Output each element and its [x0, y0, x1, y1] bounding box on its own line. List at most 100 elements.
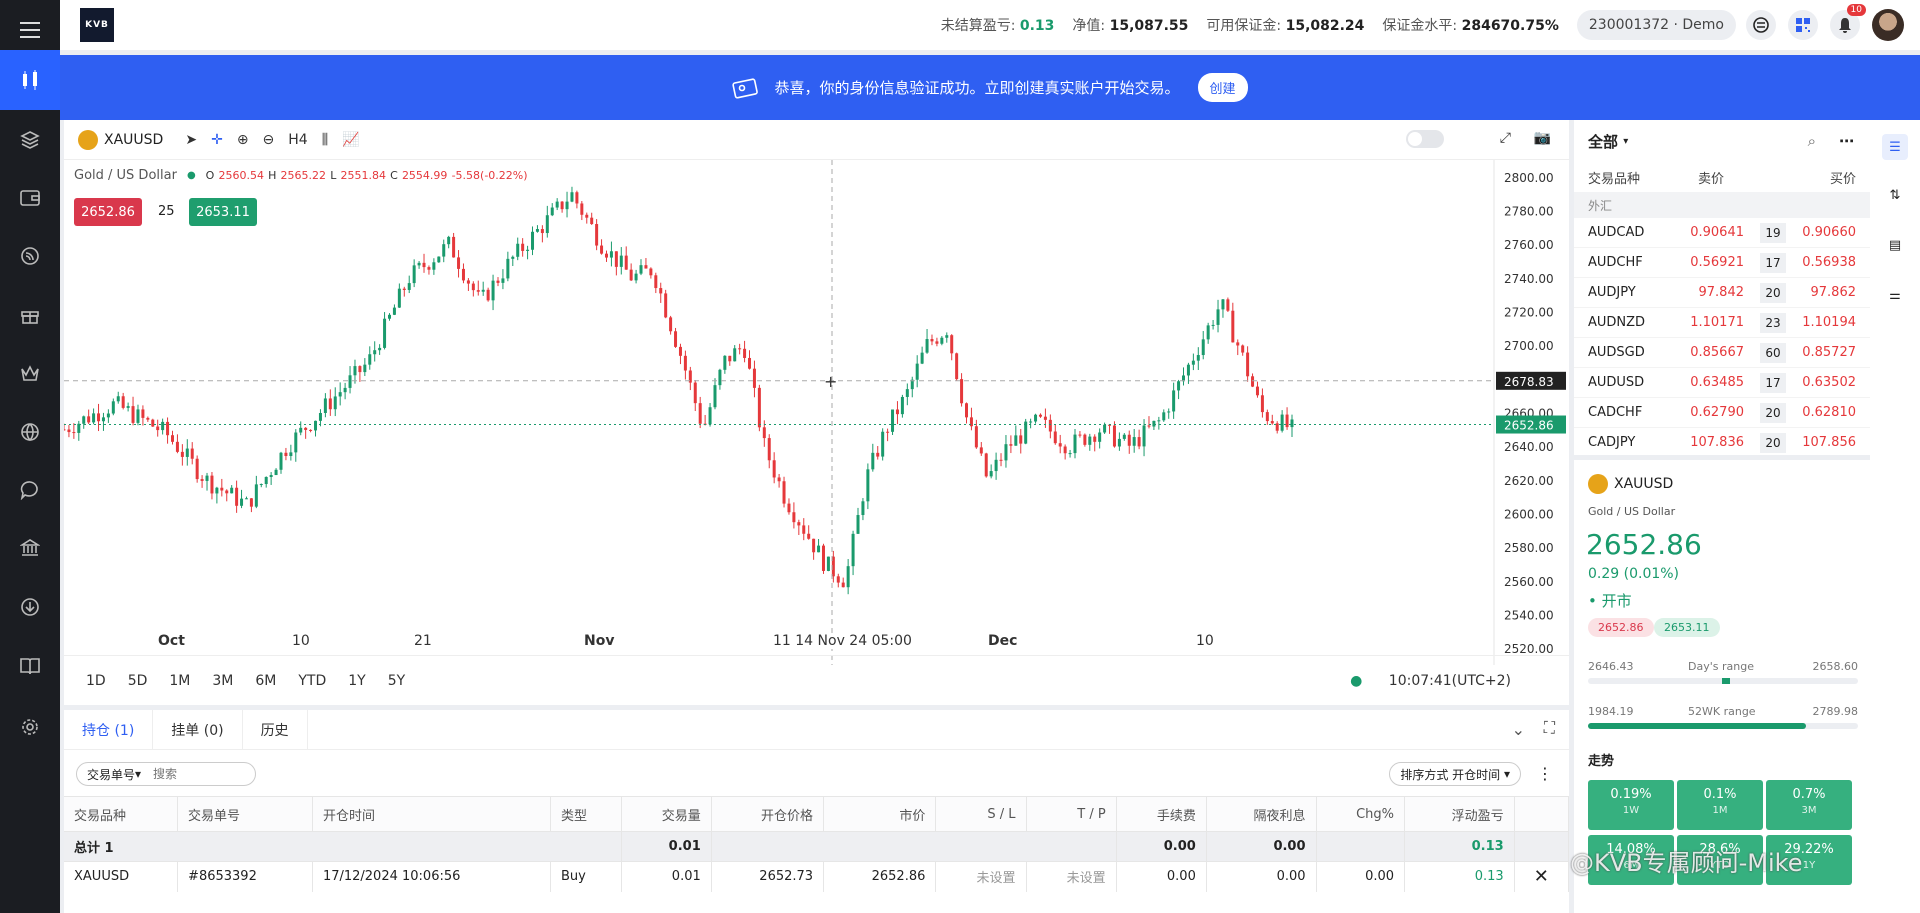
chat-icon[interactable] — [0, 460, 60, 520]
range-5y[interactable]: 5Y — [387, 672, 406, 689]
sell-price-box[interactable]: 2652.86 — [74, 198, 142, 226]
zoom-out-icon[interactable]: ⊖ — [262, 131, 275, 148]
candle-body — [363, 364, 367, 373]
candle-body — [1132, 437, 1136, 446]
col-header[interactable]: 手续费 — [1116, 796, 1207, 832]
detail-price: 2652.86 — [1586, 528, 1702, 561]
qr-code-icon[interactable] — [1788, 10, 1818, 40]
watchlist-icon[interactable]: ☰ — [1882, 134, 1908, 160]
fullscreen-icon[interactable]: ⤢ — [1499, 130, 1511, 146]
range-1m[interactable]: 1M — [169, 672, 191, 689]
sliders-icon[interactable]: ⚌ — [1889, 287, 1901, 303]
watchlist-row[interactable]: AUDCHF 0.56921 17 0.56938 — [1574, 248, 1870, 278]
range-5d[interactable]: 5D — [127, 672, 148, 689]
ticket-filter[interactable]: 交易单号 ▾ — [76, 762, 256, 786]
price-chart[interactable]: 2800.00 2780.00 2760.00 2740.00 2720.00 2700.… — [64, 160, 1569, 665]
group-forex[interactable]: 外汇 — [1574, 192, 1870, 218]
tab-orders[interactable]: 挂单 (0) — [153, 709, 243, 750]
candle-body — [807, 533, 811, 539]
menu-icon[interactable] — [0, 0, 60, 60]
trade-icon[interactable]: ⇅ — [1889, 187, 1901, 203]
col-header[interactable]: S / L — [935, 796, 1027, 832]
buy-price-box[interactable]: 2653.11 — [189, 198, 257, 226]
col-header[interactable]: 类型 — [550, 796, 622, 832]
col-header[interactable]: 开仓价格 — [711, 796, 825, 832]
candle-body — [1083, 434, 1087, 445]
range-1d[interactable]: 1D — [86, 672, 106, 689]
range-3m[interactable]: 3M — [212, 672, 234, 689]
wallet-icon[interactable] — [0, 168, 60, 228]
perf-tile: 29.22% 1Y — [1766, 835, 1852, 885]
camera-icon[interactable]: 📷 — [1533, 130, 1551, 146]
expand-icon[interactable]: ⛶ — [1543, 718, 1555, 737]
watchlist-row[interactable]: AUDCAD 0.90641 19 0.90660 — [1574, 218, 1870, 248]
book-icon[interactable] — [0, 636, 60, 696]
indicators-icon[interactable]: 📈 — [342, 131, 360, 148]
layers-icon[interactable] — [0, 110, 60, 170]
candle-body — [614, 251, 618, 267]
col-header[interactable]: 浮动盈亏 — [1404, 796, 1515, 832]
more-icon[interactable]: ⋯ — [1839, 132, 1854, 150]
candle-body — [900, 396, 904, 415]
search-icon[interactable]: ⌕ — [1807, 132, 1816, 150]
more-options-icon[interactable]: ⋮ — [1537, 764, 1553, 783]
search-input[interactable] — [153, 767, 234, 781]
candle-type-icon[interactable]: ⫼ — [321, 131, 329, 148]
col-header[interactable]: T / P — [1026, 796, 1117, 832]
watchlist-row[interactable]: AUDSGD 0.85667 60 0.85727 — [1574, 338, 1870, 368]
notification-bell-icon[interactable]: 10 — [1830, 4, 1866, 40]
watchlist-filter[interactable]: 全部 — [1588, 132, 1619, 151]
candle-body — [156, 426, 160, 431]
crosshair-icon[interactable]: ✛ — [211, 131, 223, 148]
watchlist-row[interactable]: CADJPY 107.836 20 107.856 — [1574, 428, 1870, 455]
collapse-icon[interactable]: ⌄ — [1511, 720, 1525, 739]
zoom-in-icon[interactable]: ⊕ — [236, 131, 249, 148]
watchlist-row[interactable]: AUDNZD 1.10171 23 1.10194 — [1574, 308, 1870, 338]
range-ytd[interactable]: YTD — [298, 672, 327, 689]
candle-body — [1108, 424, 1112, 426]
close-position-icon[interactable]: ✕ — [1514, 861, 1570, 892]
bank-icon[interactable] — [0, 518, 60, 578]
gift-icon[interactable] — [0, 285, 60, 345]
cursor-icon[interactable]: ➤ — [185, 131, 198, 148]
feed-icon[interactable] — [0, 226, 60, 286]
avatar[interactable] — [1872, 9, 1904, 41]
account-selector[interactable]: 230001372 · Demo — [1576, 10, 1736, 40]
settings-icon[interactable] — [0, 697, 60, 757]
col-header[interactable]: 隔夜利息 — [1206, 796, 1317, 832]
wk-range-bar — [1588, 723, 1858, 729]
download-icon[interactable] — [0, 577, 60, 637]
symbol-selector[interactable]: XAUUSD — [78, 129, 163, 150]
candle-body — [417, 262, 421, 266]
calendar-icon[interactable]: ▤ — [1888, 237, 1902, 253]
range-1y[interactable]: 1Y — [348, 672, 366, 689]
col-header[interactable]: 交易量 — [621, 796, 712, 832]
chart-toggle[interactable] — [1406, 130, 1444, 148]
y-tick-label: 2800.00 — [1504, 171, 1554, 185]
candle-body — [501, 278, 505, 283]
transfer-icon[interactable] — [1746, 10, 1776, 40]
candle-body — [289, 452, 293, 457]
col-header[interactable]: 交易品种 — [64, 796, 179, 832]
sort-selector[interactable]: 排序方式 开仓时间 ▾ — [1389, 762, 1521, 786]
table-row[interactable]: XAUUSD #8653392 17/12/2024 10:06:56 Buy 0.01… — [64, 861, 1570, 892]
col-header[interactable]: 开仓时间 — [312, 796, 551, 832]
range-6m[interactable]: 6M — [255, 672, 277, 689]
watchlist-row[interactable]: AUDUSD 0.63485 17 0.63502 — [1574, 368, 1870, 398]
watchlist-row[interactable]: CADCHF 0.62790 20 0.62810 — [1574, 398, 1870, 428]
create-account-button[interactable]: 创建 — [1197, 73, 1248, 102]
timeframe-selector[interactable]: H4 — [288, 131, 308, 148]
candle-body — [1236, 342, 1240, 346]
tab-history[interactable]: 历史 — [243, 709, 308, 750]
crosshair-time-label: 11 14 Nov 24 05:00 — [769, 633, 916, 649]
chart-nav-icon[interactable] — [0, 50, 60, 110]
col-header[interactable]: 市价 — [823, 796, 937, 832]
crown-icon[interactable] — [0, 343, 60, 403]
candle-body — [1241, 345, 1245, 353]
globe-icon[interactable] — [0, 402, 60, 462]
col-header[interactable]: 交易单号 — [177, 796, 313, 832]
watchlist-row[interactable]: AUDJPY 97.842 20 97.862 — [1574, 278, 1870, 308]
tab-positions[interactable]: 持仓 (1) — [64, 709, 154, 750]
candle-body — [299, 427, 303, 433]
col-header[interactable]: Chg% — [1316, 796, 1406, 832]
